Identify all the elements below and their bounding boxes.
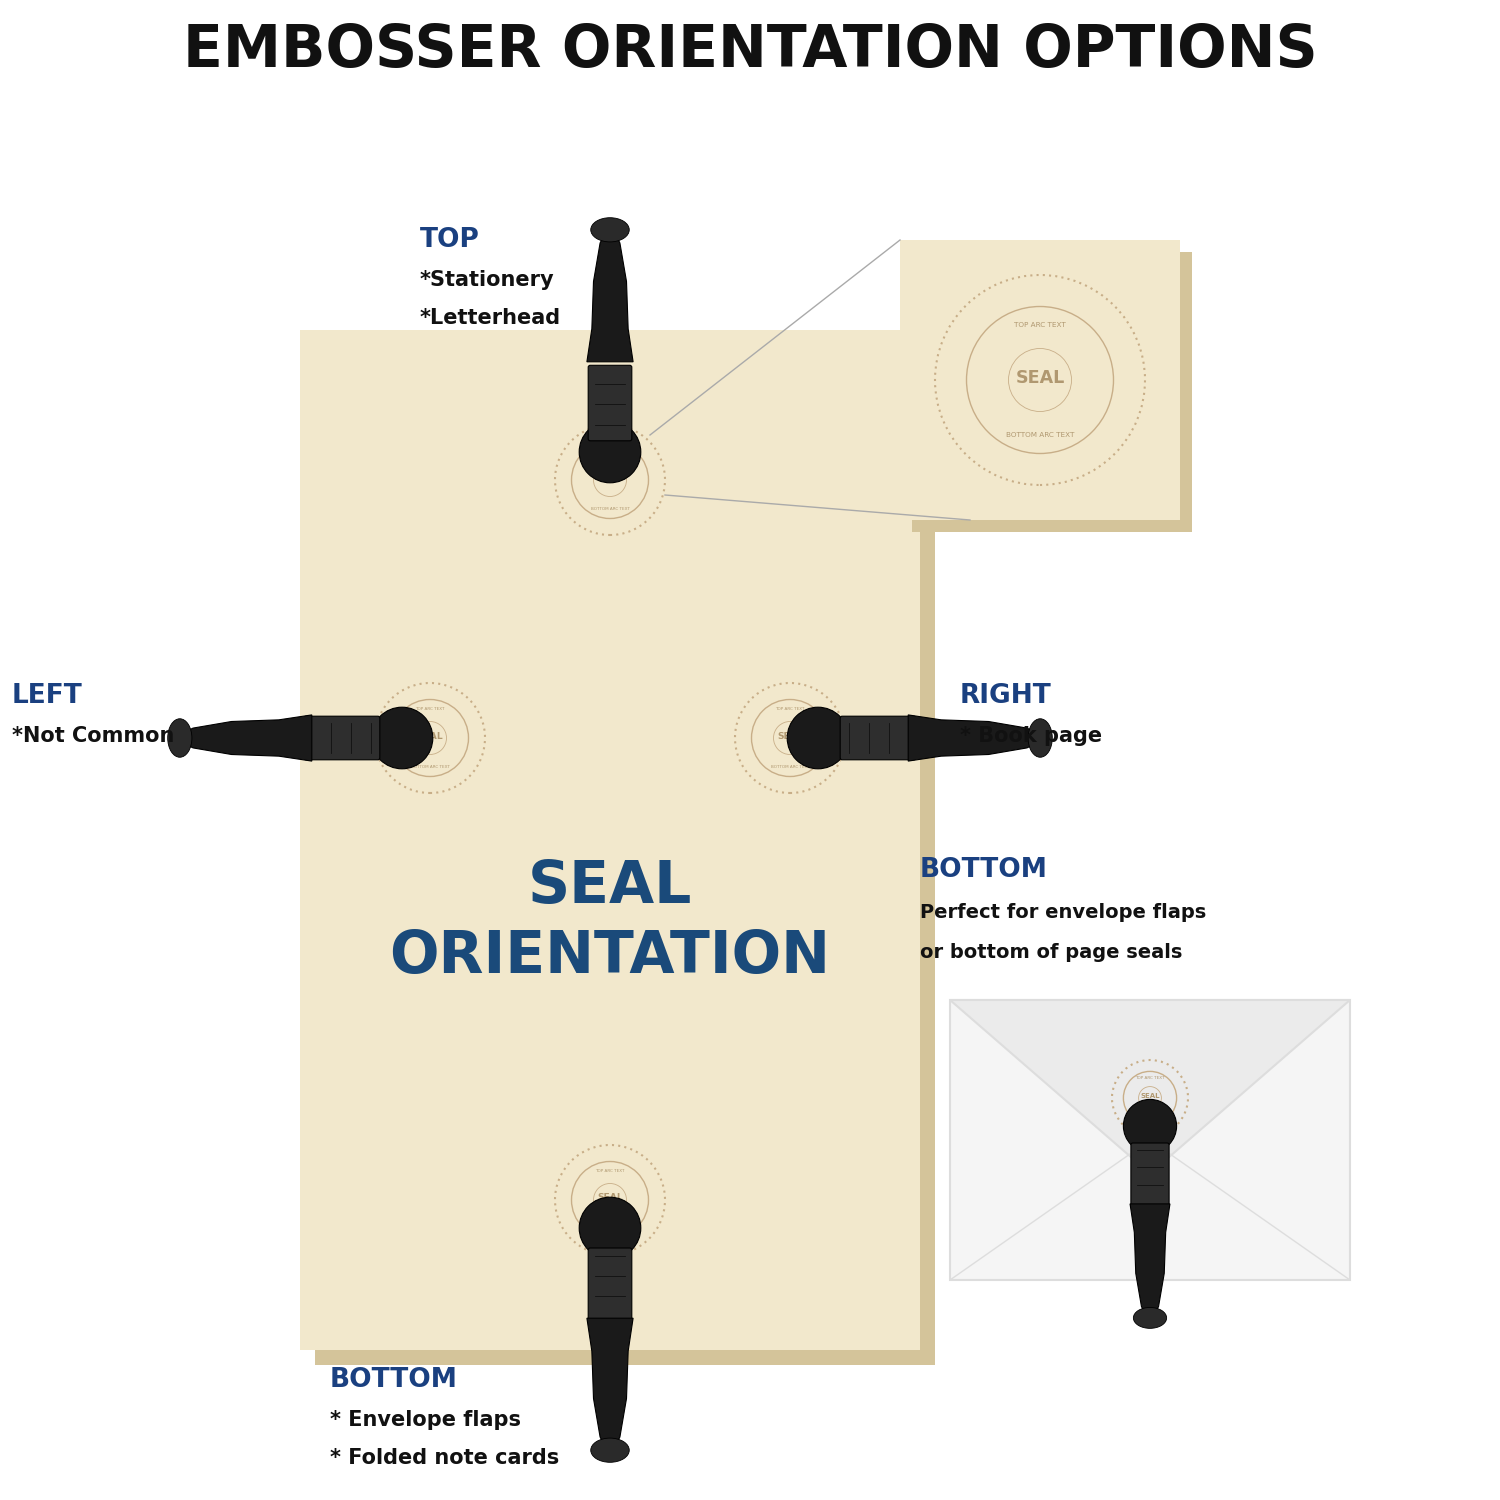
Ellipse shape — [591, 1438, 630, 1462]
Text: SEAL
ORIENTATION: SEAL ORIENTATION — [390, 858, 831, 986]
Text: TOP ARC TEXT: TOP ARC TEXT — [596, 1170, 624, 1173]
Text: BOTTOM ARC TEXT: BOTTOM ARC TEXT — [591, 1227, 630, 1230]
Bar — [315, 345, 934, 1365]
Polygon shape — [908, 716, 1047, 760]
Text: SEAL: SEAL — [417, 732, 442, 741]
Circle shape — [1124, 1100, 1176, 1152]
FancyBboxPatch shape — [1131, 1143, 1168, 1209]
Polygon shape — [586, 224, 633, 362]
Circle shape — [579, 1197, 640, 1258]
Polygon shape — [586, 1318, 633, 1456]
Text: TOP ARC TEXT: TOP ARC TEXT — [596, 450, 624, 453]
Text: SEAL: SEAL — [777, 732, 802, 741]
Text: TOP ARC TEXT: TOP ARC TEXT — [1136, 1076, 1164, 1080]
Polygon shape — [950, 1000, 1350, 1173]
FancyBboxPatch shape — [304, 716, 380, 760]
Ellipse shape — [591, 217, 630, 242]
Text: TOP: TOP — [420, 226, 480, 254]
Text: SEAL: SEAL — [597, 474, 622, 483]
Circle shape — [788, 706, 849, 770]
Text: * Folded note cards: * Folded note cards — [330, 1448, 560, 1468]
Text: *Stationery: *Stationery — [420, 270, 555, 290]
Bar — [912, 252, 1192, 532]
Ellipse shape — [168, 718, 192, 758]
Text: or bottom of page seals: or bottom of page seals — [920, 942, 1182, 962]
Bar — [300, 330, 920, 1350]
Polygon shape — [172, 716, 312, 760]
Text: BOTTOM: BOTTOM — [920, 856, 1048, 883]
Text: TOP ARC TEXT: TOP ARC TEXT — [1014, 322, 1066, 328]
Text: BOTTOM: BOTTOM — [330, 1366, 458, 1394]
Text: TOP ARC TEXT: TOP ARC TEXT — [776, 708, 804, 711]
Text: BOTTOM ARC TEXT: BOTTOM ARC TEXT — [1131, 1116, 1170, 1120]
Text: *Letterhead: *Letterhead — [420, 308, 561, 328]
Polygon shape — [1130, 1204, 1170, 1323]
Ellipse shape — [1028, 718, 1053, 758]
Text: EMBOSSER ORIENTATION OPTIONS: EMBOSSER ORIENTATION OPTIONS — [183, 21, 1317, 78]
Text: SEAL: SEAL — [1140, 1094, 1160, 1100]
Text: *Not Common: *Not Common — [12, 726, 174, 746]
Bar — [900, 240, 1180, 520]
FancyBboxPatch shape — [588, 366, 632, 441]
Text: Perfect for envelope flaps: Perfect for envelope flaps — [920, 903, 1206, 921]
Ellipse shape — [1134, 1308, 1167, 1329]
FancyBboxPatch shape — [840, 716, 915, 760]
FancyBboxPatch shape — [588, 1248, 632, 1323]
Text: * Book page: * Book page — [960, 726, 1102, 746]
Circle shape — [579, 422, 640, 483]
Bar — [950, 1000, 1350, 1280]
Text: TOP ARC TEXT: TOP ARC TEXT — [416, 708, 444, 711]
Text: BOTTOM ARC TEXT: BOTTOM ARC TEXT — [591, 507, 630, 510]
Text: * Envelope flaps: * Envelope flaps — [330, 1410, 520, 1430]
Circle shape — [370, 706, 434, 770]
Text: LEFT: LEFT — [12, 682, 82, 709]
Text: SEAL: SEAL — [597, 1194, 622, 1203]
Text: BOTTOM ARC TEXT: BOTTOM ARC TEXT — [771, 765, 810, 768]
Text: BOTTOM ARC TEXT: BOTTOM ARC TEXT — [1007, 432, 1074, 438]
Text: RIGHT: RIGHT — [960, 682, 1052, 709]
Text: SEAL: SEAL — [1016, 369, 1065, 387]
Text: BOTTOM ARC TEXT: BOTTOM ARC TEXT — [411, 765, 450, 768]
